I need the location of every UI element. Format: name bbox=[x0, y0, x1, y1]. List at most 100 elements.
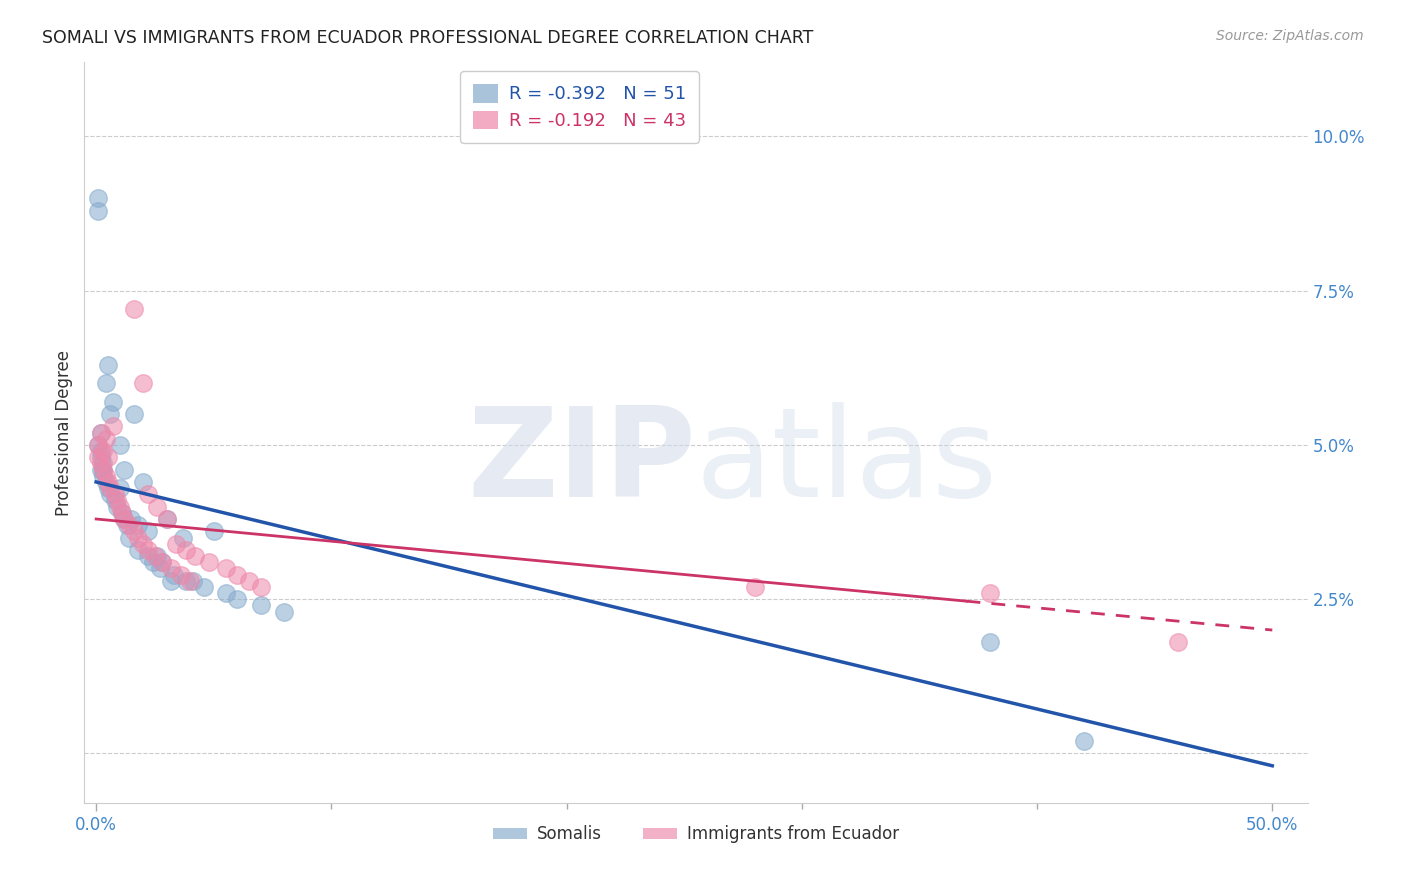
Point bbox=[142, 555, 165, 569]
Point bbox=[97, 450, 120, 465]
Point bbox=[132, 376, 155, 391]
Point bbox=[136, 524, 159, 539]
Point bbox=[174, 574, 197, 588]
Point bbox=[198, 555, 221, 569]
Point bbox=[90, 462, 112, 476]
Point bbox=[163, 567, 186, 582]
Point bbox=[146, 549, 169, 563]
Point bbox=[136, 549, 159, 563]
Point bbox=[136, 542, 159, 557]
Point bbox=[111, 506, 134, 520]
Point bbox=[127, 531, 149, 545]
Point bbox=[98, 487, 121, 501]
Point bbox=[136, 487, 159, 501]
Point bbox=[150, 555, 173, 569]
Text: SOMALI VS IMMIGRANTS FROM ECUADOR PROFESSIONAL DEGREE CORRELATION CHART: SOMALI VS IMMIGRANTS FROM ECUADOR PROFES… bbox=[42, 29, 814, 46]
Point bbox=[214, 586, 236, 600]
Point bbox=[108, 481, 131, 495]
Point bbox=[87, 191, 110, 205]
Point bbox=[87, 450, 110, 465]
Point bbox=[90, 425, 112, 440]
Point bbox=[979, 635, 1001, 649]
Point bbox=[181, 574, 204, 588]
Text: ZIP: ZIP bbox=[467, 401, 696, 523]
Point bbox=[115, 518, 138, 533]
Point bbox=[104, 487, 127, 501]
Point bbox=[1167, 635, 1189, 649]
Point bbox=[150, 555, 173, 569]
Point bbox=[118, 531, 141, 545]
Point bbox=[179, 574, 201, 588]
Point bbox=[97, 475, 120, 489]
Point bbox=[105, 493, 128, 508]
Point bbox=[98, 407, 121, 421]
Point bbox=[249, 580, 271, 594]
Point bbox=[165, 536, 187, 550]
Point bbox=[172, 531, 194, 545]
Point bbox=[149, 561, 172, 575]
Point bbox=[87, 438, 110, 452]
Point bbox=[132, 475, 155, 489]
Point bbox=[90, 457, 112, 471]
Point bbox=[214, 561, 236, 575]
Y-axis label: Professional Degree: Professional Degree bbox=[55, 350, 73, 516]
Point bbox=[105, 500, 128, 514]
Point bbox=[127, 542, 149, 557]
Point bbox=[98, 481, 121, 495]
Point bbox=[101, 419, 124, 434]
Point bbox=[111, 506, 134, 520]
Point bbox=[91, 444, 114, 458]
Point bbox=[238, 574, 260, 588]
Point bbox=[112, 512, 135, 526]
Point bbox=[160, 561, 183, 575]
Point bbox=[90, 444, 112, 458]
Point bbox=[87, 203, 110, 218]
Point bbox=[91, 462, 114, 476]
Point bbox=[156, 512, 179, 526]
Point bbox=[104, 493, 127, 508]
Text: atlas: atlas bbox=[696, 401, 998, 523]
Point bbox=[101, 394, 124, 409]
Point bbox=[97, 481, 120, 495]
Point bbox=[87, 438, 110, 452]
Point bbox=[94, 432, 117, 446]
Point bbox=[94, 376, 117, 391]
Point bbox=[249, 599, 271, 613]
Point bbox=[744, 580, 766, 594]
Point bbox=[184, 549, 207, 563]
Point bbox=[122, 407, 145, 421]
Point bbox=[146, 500, 169, 514]
Point bbox=[122, 302, 145, 317]
Point bbox=[156, 512, 179, 526]
Point bbox=[193, 580, 215, 594]
Point bbox=[132, 536, 155, 550]
Point bbox=[160, 574, 183, 588]
Point bbox=[97, 358, 120, 372]
Point bbox=[91, 468, 114, 483]
Point bbox=[226, 592, 249, 607]
Point bbox=[90, 425, 112, 440]
Point bbox=[94, 475, 117, 489]
Point bbox=[174, 542, 197, 557]
Point bbox=[143, 549, 166, 563]
Point bbox=[120, 512, 142, 526]
Point bbox=[273, 605, 295, 619]
Legend: Somalis, Immigrants from Ecuador: Somalis, Immigrants from Ecuador bbox=[486, 819, 905, 850]
Point bbox=[118, 518, 141, 533]
Point bbox=[94, 468, 117, 483]
Point bbox=[202, 524, 225, 539]
Point bbox=[979, 586, 1001, 600]
Point bbox=[108, 500, 131, 514]
Point bbox=[91, 457, 114, 471]
Point bbox=[112, 462, 135, 476]
Point bbox=[1073, 734, 1095, 748]
Point bbox=[127, 518, 149, 533]
Point bbox=[112, 512, 135, 526]
Point bbox=[122, 524, 145, 539]
Point bbox=[170, 567, 193, 582]
Text: Source: ZipAtlas.com: Source: ZipAtlas.com bbox=[1216, 29, 1364, 43]
Point bbox=[226, 567, 249, 582]
Point bbox=[91, 462, 114, 476]
Point bbox=[90, 450, 112, 465]
Point bbox=[108, 438, 131, 452]
